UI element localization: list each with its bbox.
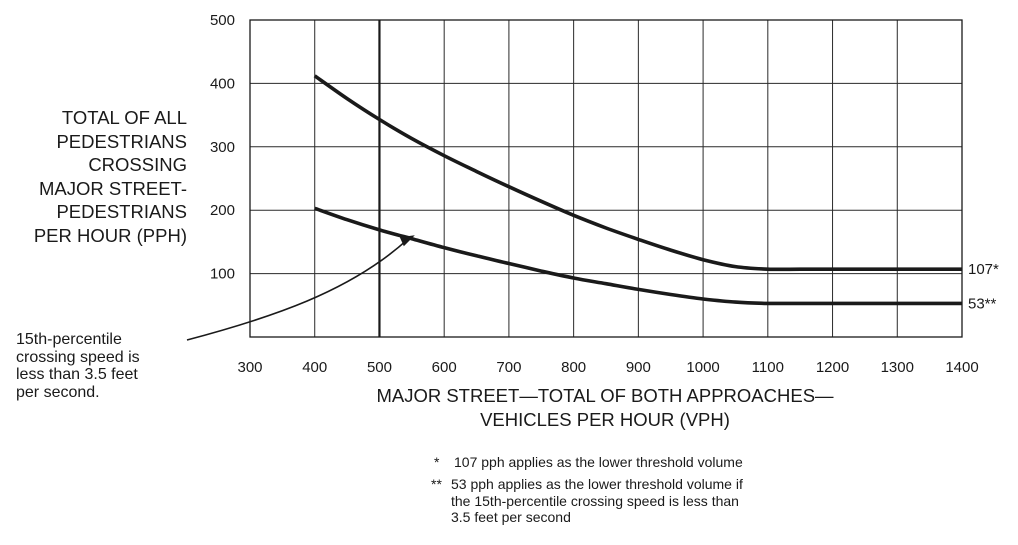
annotation-line: 15th-percentile [16,331,122,348]
y-axis-label-line: PEDESTRIANS [56,201,187,222]
annotation-line: crossing speed is [16,348,140,366]
annotation-line: less than 3.5 feet [16,366,138,383]
annotation-text: 15th-percentile crossing speed is less t… [16,331,196,401]
x-axis-label: MAJOR STREET—TOTAL OF BOTH APPROACHES— V… [300,384,910,432]
y-axis-label-line: MAJOR STREET- [38,177,187,199]
y-tick-label: 300 [210,139,235,156]
y-axis-label-line: CROSSING [88,154,187,175]
x-axis-label-line: VEHICLES PER HOUR (VPH) [480,409,730,430]
chart-axes [249,19,963,338]
annotation-arrowhead [399,235,415,247]
footnote-2: ** 53 pph applies as the lower threshold… [431,476,743,526]
footnote-line: the 15th-percentile crossing speed is le… [451,492,739,509]
annotation-leader-line [186,238,409,341]
footnote-1: * 107 pph applies as the lower threshold… [434,454,743,471]
series-line-1 [313,74,962,272]
y-axis-label-line: PER HOUR (PPH) [33,224,187,246]
x-tick-label: 1400 [945,359,978,376]
series-end-label: 53** [968,295,997,312]
chart-grid [250,20,962,337]
series-end-label: 107* [968,261,999,278]
annotation-arrow [186,235,415,341]
x-tick-label: 500 [367,359,392,376]
footnote-line: 53 pph applies as the lower threshold vo… [451,476,743,492]
x-tick-label: 400 [302,359,327,376]
y-axis-label: TOTAL OF ALL PEDESTRIANS CROSSING MAJOR … [0,106,187,247]
y-tick-label: 500 [210,12,235,29]
annotation-line: per second. [16,383,100,401]
x-tick-label: 700 [496,359,521,376]
y-axis-label-line: TOTAL OF ALL [61,107,187,128]
x-tick-label: 1000 [686,359,719,376]
plot-frame [249,19,963,338]
series-end-labels: 107* 53** [968,261,999,312]
tick-labels: 300 400 500 600 700 800 900 1000 1100 1200 1300 140… [210,12,979,376]
y-tick-label: 200 [210,202,235,219]
x-tick-label: 1100 [752,359,784,376]
x-tick-label: 900 [626,359,651,376]
x-tick-label: 300 [237,359,262,376]
footnote-mark: ** [431,476,442,492]
y-tick-label: 400 [210,75,235,92]
x-axis-label-line: MAJOR STREET—TOTAL OF BOTH APPROACHES— [376,385,834,406]
x-tick-label: 600 [432,359,457,376]
footnote-line: 107 pph applies as the lower threshold v… [454,454,743,470]
x-tick-label: 1200 [816,359,849,376]
x-tick-label: 1300 [881,359,914,376]
chart-series [313,74,962,306]
y-axis-label-line: PEDESTRIANS [56,130,187,152]
footnote-line: 3.5 feet per second [451,509,571,525]
footnote-mark: * [434,454,440,470]
series-line-2 [314,206,962,306]
x-tick-label: 800 [561,359,586,376]
y-tick-label: 100 [210,266,235,283]
